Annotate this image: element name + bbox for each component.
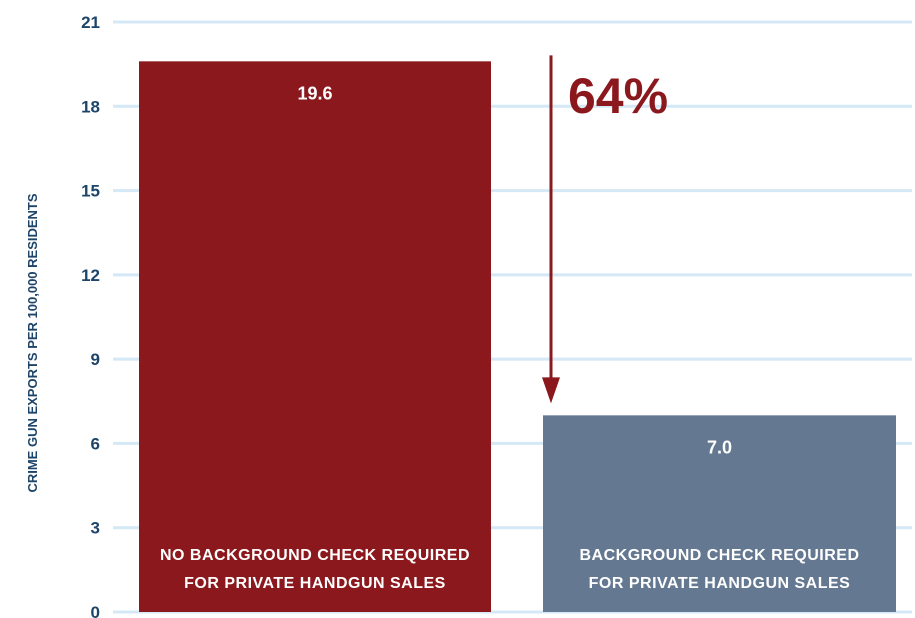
y-tick-label: 6 <box>91 434 100 453</box>
y-tick-label: 12 <box>81 266 100 285</box>
bars: 19.6 NO BACKGROUND CHECK REQUIRED FOR PRIV… <box>139 61 896 613</box>
y-axis-label: CRIME GUN EXPORTS PER 100,000 RESIDENTS <box>25 193 40 492</box>
y-axis-ticks: 0 3 6 9 12 15 18 21 <box>81 13 100 618</box>
bar-value-label: 7.0 <box>707 437 732 457</box>
arrow-head <box>542 377 560 404</box>
reduction-percent: 64% <box>568 68 668 124</box>
category-label: NO BACKGROUND CHECK REQUIRED <box>160 547 470 564</box>
category-label: BACKGROUND CHECK REQUIRED <box>579 547 859 564</box>
bar-value-label: 19.6 <box>297 83 332 103</box>
reduction-annotation: 64% <box>542 55 668 404</box>
y-tick-label: 9 <box>91 350 100 369</box>
y-tick-label: 21 <box>81 13 100 32</box>
y-tick-label: 18 <box>81 97 100 116</box>
category-label: FOR PRIVATE HANDGUN SALES <box>589 575 851 592</box>
y-tick-label: 0 <box>91 603 100 618</box>
y-tick-label: 15 <box>81 182 100 201</box>
y-tick-label: 3 <box>91 519 100 538</box>
category-label: FOR PRIVATE HANDGUN SALES <box>184 575 446 592</box>
bar <box>543 415 896 612</box>
bar <box>139 61 491 613</box>
